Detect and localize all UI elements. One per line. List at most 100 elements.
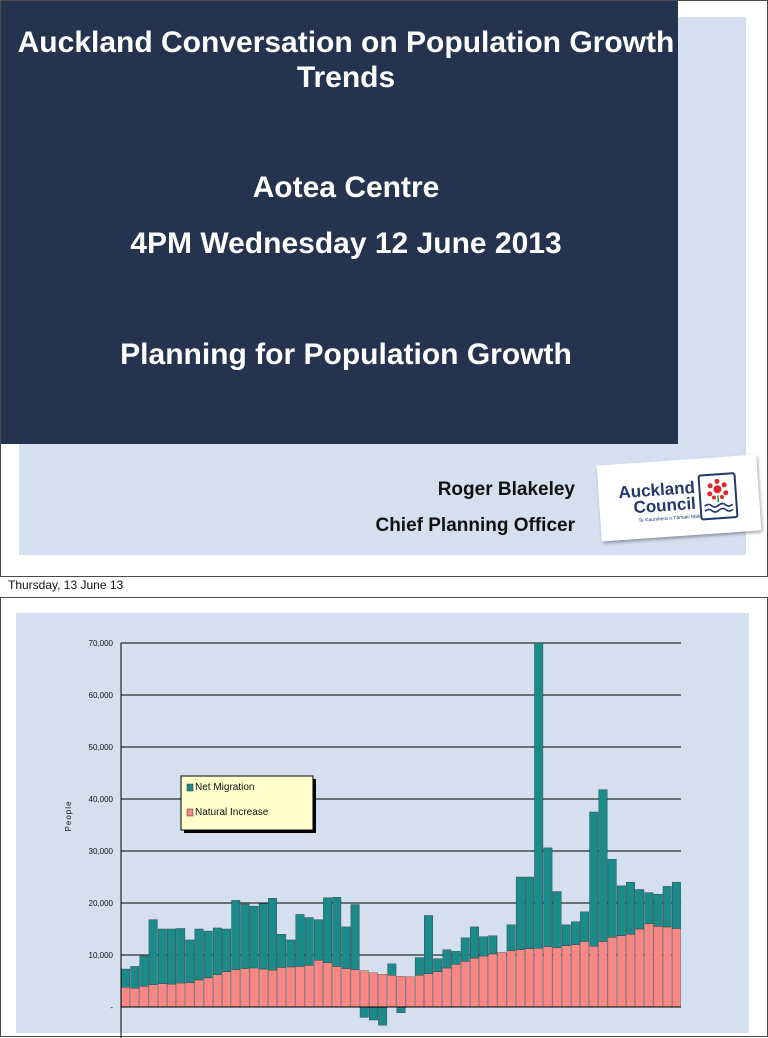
bar-net-migration — [626, 882, 635, 935]
bar-natural-increase — [589, 945, 599, 1008]
legend-label: Net Migration — [195, 782, 254, 793]
bar-net-migration — [157, 928, 167, 984]
bar-natural-increase — [121, 987, 131, 1008]
bar-net-migration — [240, 903, 250, 969]
bar-natural-increase — [515, 949, 525, 1008]
bar-net-migration — [470, 926, 479, 959]
bar-natural-increase — [424, 973, 433, 1008]
bar-net-migration — [332, 897, 342, 967]
bar-natural-increase — [470, 957, 479, 1008]
bar-natural-increase — [295, 966, 305, 1008]
bar-net-migration — [212, 927, 222, 975]
bar-net-migration — [350, 904, 360, 970]
bar-natural-increase — [616, 935, 626, 1008]
bar-net-migration — [304, 917, 314, 966]
bar-net-migration — [249, 905, 259, 969]
bar-net-migration — [424, 915, 433, 974]
bar-net-migration — [607, 859, 617, 938]
bar-net-migration — [176, 928, 186, 984]
bar-natural-increase — [341, 968, 351, 1008]
bar-natural-increase — [653, 926, 663, 1008]
bar-net-migration — [222, 928, 231, 972]
bar-natural-increase — [525, 948, 534, 1008]
bar-net-migration — [653, 893, 663, 927]
bar-natural-increase — [479, 955, 489, 1008]
bar-natural-increase — [396, 976, 406, 1008]
bar-net-migration — [479, 936, 489, 957]
population-chart-slide: - 10,000 20,000 30,000 40,000 50,000 60,000 70,… — [0, 597, 768, 1038]
bar-net-migration — [460, 937, 470, 962]
bar-natural-increase — [387, 975, 397, 1008]
bar-net-migration — [433, 958, 443, 972]
pohutukawa-flower-icon — [697, 472, 739, 521]
bar-natural-increase — [222, 971, 231, 1008]
bar-natural-increase — [451, 964, 461, 1008]
y-axis-title: People — [64, 801, 73, 832]
bar-net-migration — [515, 876, 525, 951]
bar-net-migration — [139, 955, 149, 987]
bar-net-migration — [671, 882, 681, 929]
title-slide: Auckland Conversation on Population Grow… — [0, 0, 768, 577]
bar-natural-increase — [433, 971, 443, 1008]
bar-net-migration — [451, 951, 461, 965]
bar-natural-increase — [580, 941, 590, 1008]
bar-net-migration — [277, 934, 287, 968]
bar-natural-increase — [405, 976, 415, 1008]
bar-net-migration — [387, 963, 397, 976]
bar-natural-increase — [268, 969, 277, 1008]
presenter-role: Chief Planning Officer — [375, 515, 575, 536]
venue: Aotea Centre — [252, 171, 440, 204]
bar-natural-increase — [561, 945, 571, 1008]
bar-net-migration — [369, 1006, 378, 1021]
bar-natural-increase — [277, 967, 287, 1008]
y-tick-label: 20,000 — [89, 899, 114, 908]
bar-natural-increase — [231, 969, 241, 1008]
bar-natural-increase — [552, 947, 562, 1008]
legend-swatch — [186, 783, 194, 792]
bar-net-migration — [580, 911, 590, 942]
bar-net-migration — [589, 811, 599, 947]
bar-net-migration — [203, 930, 213, 979]
bar-net-migration — [396, 1006, 406, 1013]
bar-net-migration — [525, 876, 534, 949]
bar-net-migration — [598, 789, 608, 942]
bar-natural-increase — [359, 970, 369, 1008]
slide-title: Auckland Conversation on Population Grow… — [17, 26, 675, 94]
bar-net-migration — [488, 935, 498, 955]
bar-net-migration — [662, 886, 672, 928]
bar-net-migration — [534, 642, 544, 949]
presenter-name: Roger Blakeley — [437, 479, 575, 500]
bar-net-migration — [258, 903, 268, 970]
bar-natural-increase — [130, 988, 140, 1008]
talk-topic: Planning for Population Growth — [120, 338, 572, 371]
y-tick-label: 70,000 — [89, 639, 114, 648]
y-tick-label: 60,000 — [89, 691, 114, 700]
slide-date-caption: Thursday, 13 June 13 — [8, 578, 124, 592]
bar-natural-increase — [157, 983, 167, 1008]
legend-box — [180, 775, 314, 831]
bar-natural-increase — [350, 969, 360, 1008]
bar-net-migration — [378, 1006, 388, 1026]
legend-swatch — [186, 808, 194, 817]
bar-net-migration — [571, 921, 580, 945]
bar-net-migration — [414, 957, 424, 976]
bar-net-migration — [295, 914, 305, 967]
bar-net-migration — [543, 847, 553, 947]
bar-natural-increase — [671, 928, 681, 1008]
bar-natural-increase — [460, 961, 470, 1008]
bar-net-migration — [561, 924, 571, 946]
bar-net-migration — [130, 966, 140, 989]
bar-net-migration — [552, 891, 562, 948]
bar-net-migration — [616, 885, 626, 936]
bar-natural-increase — [414, 975, 424, 1008]
bar-net-migration — [167, 928, 176, 985]
bar-natural-increase — [313, 960, 323, 1008]
bar-natural-increase — [506, 950, 516, 1008]
bar-natural-increase — [644, 923, 654, 1008]
bar-natural-increase — [148, 984, 158, 1008]
bar-natural-increase — [240, 968, 250, 1008]
y-tick-label: 50,000 — [89, 743, 114, 752]
bar-net-migration — [231, 900, 241, 970]
bar-natural-increase — [497, 952, 507, 1008]
bar-natural-increase — [635, 928, 645, 1008]
